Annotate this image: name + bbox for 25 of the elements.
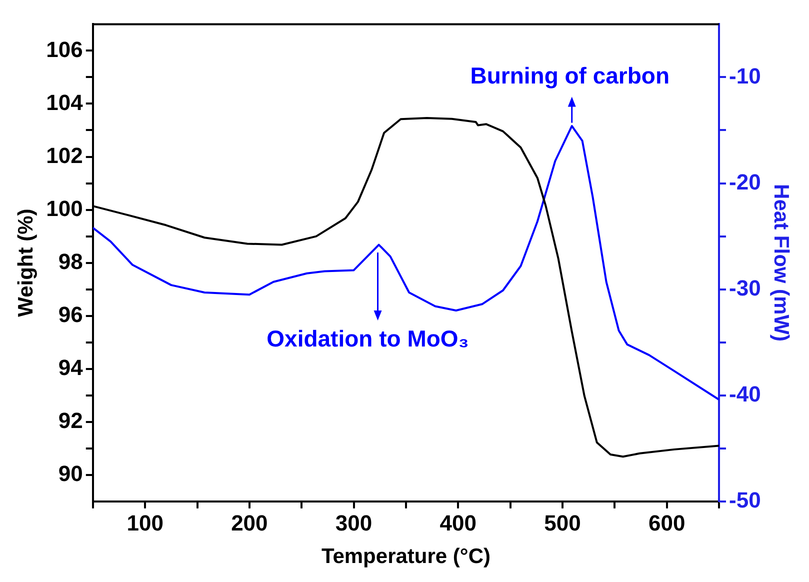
y-tick-label: 100 <box>46 196 83 221</box>
x-tick-label: 500 <box>544 510 581 536</box>
x-tick-label: 300 <box>335 510 372 536</box>
annotation: Oxidation to MoO₃ <box>266 325 469 352</box>
y2-tick-label: -50 <box>729 487 761 512</box>
y2-axis-title: Heat Flow (mW) <box>770 184 793 342</box>
x-axis-title: Temperature (°C) <box>321 545 490 568</box>
y2-tick-label: -40 <box>729 381 761 406</box>
x-tick-label: 200 <box>231 510 268 536</box>
y-tick-label: 104 <box>46 90 84 115</box>
x-tick-label: 100 <box>126 510 164 536</box>
x-tick-label: 400 <box>440 510 476 536</box>
y-tick-label: 92 <box>58 408 83 433</box>
y-tick-label: 106 <box>46 36 83 62</box>
y-tick-label: 90 <box>58 460 83 486</box>
x-tick-label: 600 <box>648 510 686 536</box>
y-tick-label: 94 <box>58 354 84 380</box>
y-tick-label: 102 <box>46 142 83 168</box>
y-tick-label: 98 <box>58 248 83 274</box>
y-tick-label: 96 <box>58 302 83 327</box>
y2-tick-label: -10 <box>729 63 761 88</box>
y2-tick-label: -30 <box>729 275 761 300</box>
y-axis-title: Weight (%) <box>14 208 38 317</box>
y2-tick-label: -20 <box>729 169 761 194</box>
annotation: Burning of carbon <box>470 62 670 89</box>
